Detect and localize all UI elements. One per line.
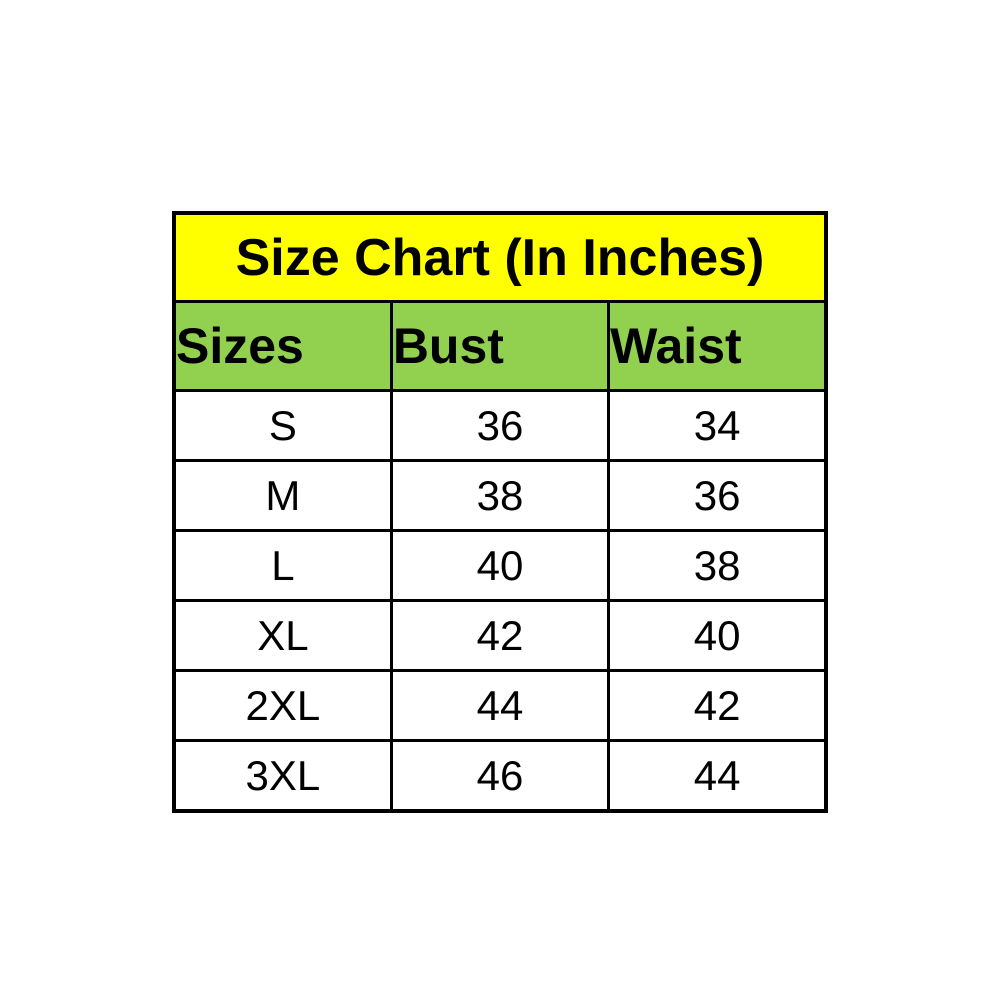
bust-cell: 42 bbox=[389, 599, 611, 672]
table-title: Size Chart (In Inches) bbox=[172, 211, 828, 303]
table-row: 3XL 46 44 bbox=[172, 739, 828, 813]
size-cell: M bbox=[172, 459, 393, 532]
size-cell: L bbox=[172, 529, 393, 602]
waist-cell: 36 bbox=[607, 459, 828, 532]
waist-cell: 38 bbox=[607, 529, 828, 602]
waist-cell: 34 bbox=[607, 389, 828, 462]
table-row: M 38 36 bbox=[172, 459, 828, 532]
table-header-row: Sizes Bust Waist bbox=[172, 300, 828, 392]
size-cell: 2XL bbox=[172, 669, 393, 742]
title-row: Size Chart (In Inches) bbox=[172, 211, 828, 303]
table-body: S 36 34 M 38 36 L 40 38 XL 42 40 2XL 44 42 3XL 46 44 bbox=[172, 389, 828, 813]
bust-cell: 44 bbox=[389, 669, 611, 742]
bust-cell: 36 bbox=[389, 389, 611, 462]
size-cell: 3XL bbox=[172, 739, 393, 813]
table-row: XL 42 40 bbox=[172, 599, 828, 672]
waist-cell: 40 bbox=[607, 599, 828, 672]
column-header-sizes: Sizes bbox=[172, 300, 393, 392]
table-row: 2XL 44 42 bbox=[172, 669, 828, 742]
size-cell: XL bbox=[172, 599, 393, 672]
waist-cell: 44 bbox=[607, 739, 828, 813]
size-cell: S bbox=[172, 389, 393, 462]
table-row: L 40 38 bbox=[172, 529, 828, 602]
bust-cell: 40 bbox=[389, 529, 611, 602]
column-header-bust: Bust bbox=[389, 300, 611, 392]
waist-cell: 42 bbox=[607, 669, 828, 742]
bust-cell: 38 bbox=[389, 459, 611, 532]
table-row: S 36 34 bbox=[172, 389, 828, 462]
bust-cell: 46 bbox=[389, 739, 611, 813]
column-header-waist: Waist bbox=[607, 300, 828, 392]
